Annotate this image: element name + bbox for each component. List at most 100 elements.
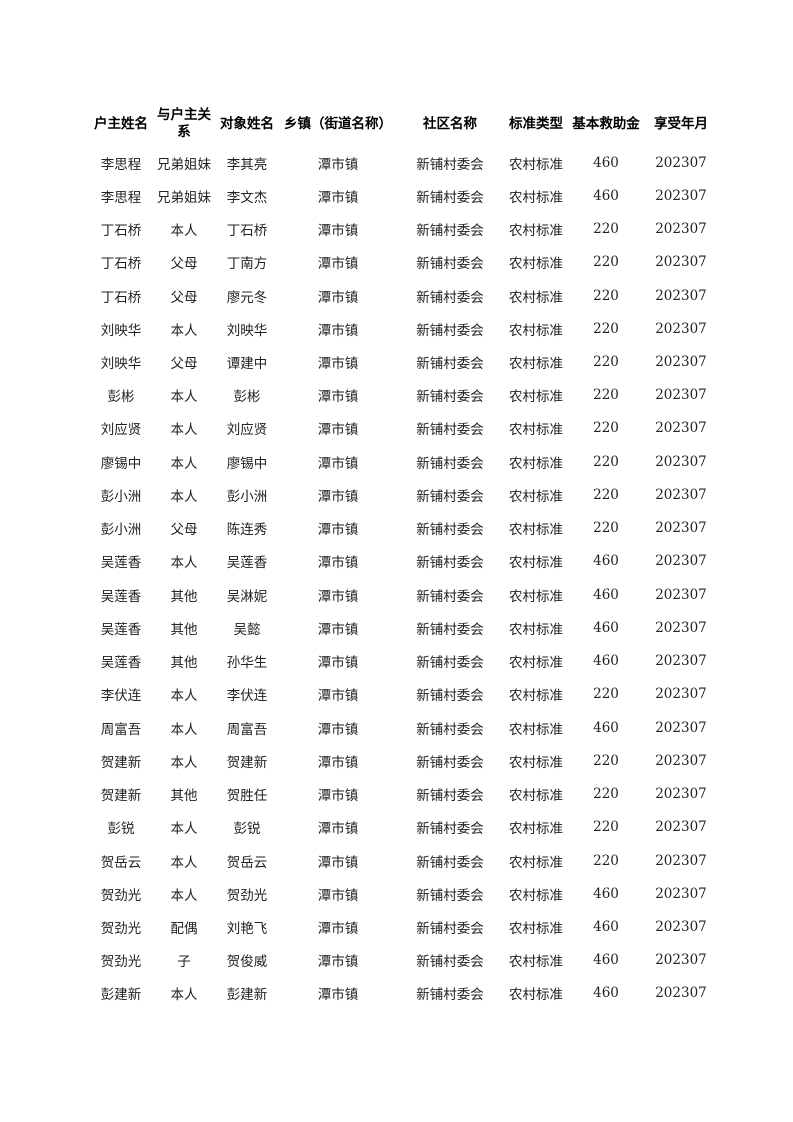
cell-relation: 其他 [170, 655, 198, 672]
cell-benefit-month: 202307 [655, 819, 707, 836]
cell-community: 新铺村委会 [416, 422, 484, 439]
cell-standard-type: 农村标准 [509, 887, 563, 904]
cell-household-head: 周富吾 [100, 721, 142, 738]
cell-recipient-name: 彭小洲 [226, 488, 268, 505]
cell-community: 新铺村委会 [416, 488, 484, 505]
cell-recipient-name: 李文杰 [226, 189, 268, 206]
cell-relation: 子 [177, 954, 191, 971]
cell-basic-allowance: 460 [593, 586, 619, 603]
cell-standard-type: 农村标准 [509, 921, 563, 937]
cell-standard-type: 农村标准 [509, 289, 563, 306]
cell-basic-allowance: 460 [593, 985, 619, 1002]
cell-standard-type: 农村标准 [509, 256, 563, 273]
cell-household-head: 彭彬 [107, 389, 135, 406]
cell-basic-allowance: 220 [593, 819, 619, 836]
cell-standard-type: 农村标准 [509, 488, 563, 505]
table-row: 贺建新 其他 贺胜任 潭市镇 新铺村委会 农村标准 220 202307 [88, 777, 718, 810]
cell-recipient-name: 李伏连 [226, 688, 268, 705]
cell-community: 新铺村委会 [416, 289, 484, 306]
cell-relation: 父母 [170, 256, 198, 273]
cell-benefit-month: 202307 [655, 985, 707, 1002]
cell-household-head: 刘映华 [100, 356, 142, 373]
cell-standard-type: 农村标准 [509, 854, 563, 871]
table-row: 吴莲香 本人 吴莲香 潭市镇 新铺村委会 农村标准 460 202307 [88, 545, 718, 578]
table-row: 贺劲光 子 贺俊威 潭市镇 新铺村委会 农村标准 460 202307 [88, 944, 718, 977]
cell-recipient-name: 刘应贤 [226, 422, 268, 439]
cell-benefit-month: 202307 [655, 221, 707, 238]
cell-basic-allowance: 220 [593, 320, 619, 337]
cell-community: 新铺村委会 [416, 754, 484, 771]
cell-recipient-name: 吴莲香 [226, 555, 268, 572]
table-row: 彭小洲 父母 陈连秀 潭市镇 新铺村委会 农村标准 220 202307 [88, 512, 718, 545]
cell-township: 潭市镇 [317, 555, 359, 572]
table-header: 户主姓名 与户主关系 对象姓名 乡镇（街道名称） 社区名称 标准类型 基本救助金 享受年月 [88, 102, 718, 146]
cell-standard-type: 农村标准 [509, 555, 563, 572]
cell-benefit-month: 202307 [655, 653, 707, 670]
cell-relation: 本人 [170, 422, 198, 439]
cell-standard-type: 农村标准 [509, 422, 563, 439]
cell-standard-type: 农村标准 [509, 788, 563, 805]
cell-benefit-month: 202307 [655, 453, 707, 470]
header-township: 乡镇（街道名称） [284, 115, 392, 132]
cell-basic-allowance: 220 [593, 520, 619, 537]
cell-household-head: 李思程 [100, 189, 142, 206]
cell-basic-allowance: 220 [593, 752, 619, 769]
cell-benefit-month: 202307 [655, 520, 707, 537]
cell-recipient-name: 贺岳云 [226, 854, 268, 871]
cell-relation: 本人 [170, 721, 198, 738]
cell-community: 新铺村委会 [416, 821, 484, 838]
cell-standard-type: 农村标准 [509, 156, 563, 173]
header-standard-type: 标准类型 [509, 115, 563, 132]
cell-benefit-month: 202307 [655, 919, 707, 935]
header-benefit-month: 享受年月 [654, 115, 708, 132]
cell-household-head: 贺劲光 [100, 921, 142, 937]
table-row: 彭锐 本人 彭锐 潭市镇 新铺村委会 农村标准 220 202307 [88, 811, 718, 844]
table-row: 吴莲香 其他 孙华生 潭市镇 新铺村委会 农村标准 460 202307 [88, 645, 718, 678]
table-row: 吴莲香 其他 吴淋妮 潭市镇 新铺村委会 农村标准 460 202307 [88, 578, 718, 611]
cell-benefit-month: 202307 [655, 320, 707, 337]
cell-basic-allowance: 220 [593, 354, 619, 371]
cell-community: 新铺村委会 [416, 721, 484, 738]
cell-recipient-name: 彭锐 [233, 821, 261, 838]
cell-benefit-month: 202307 [655, 852, 707, 869]
table-row: 彭彬 本人 彭彬 潭市镇 新铺村委会 农村标准 220 202307 [88, 379, 718, 412]
cell-relation: 本人 [170, 488, 198, 505]
cell-benefit-month: 202307 [655, 420, 707, 437]
cell-basic-allowance: 460 [593, 719, 619, 736]
cell-benefit-month: 202307 [655, 287, 707, 304]
cell-household-head: 贺建新 [100, 754, 142, 771]
cell-relation: 本人 [170, 389, 198, 406]
cell-relation: 父母 [170, 356, 198, 373]
cell-benefit-month: 202307 [655, 952, 707, 969]
cell-community: 新铺村委会 [416, 987, 484, 1004]
header-recipient-name: 对象姓名 [220, 115, 274, 132]
cell-township: 潭市镇 [317, 621, 359, 638]
cell-relation: 本人 [170, 854, 198, 871]
cell-household-head: 彭小洲 [100, 488, 142, 505]
cell-community: 新铺村委会 [416, 189, 484, 206]
cell-recipient-name: 彭建新 [226, 987, 268, 1004]
cell-relation: 父母 [170, 522, 198, 539]
cell-recipient-name: 丁南方 [226, 256, 268, 273]
cell-recipient-name: 彭彬 [233, 389, 261, 406]
cell-township: 潭市镇 [317, 588, 359, 605]
cell-relation: 本人 [170, 223, 198, 240]
cell-benefit-month: 202307 [655, 387, 707, 404]
cell-township: 潭市镇 [317, 655, 359, 672]
cell-community: 新铺村委会 [416, 788, 484, 805]
cell-community: 新铺村委会 [416, 688, 484, 705]
cell-household-head: 贺岳云 [100, 854, 142, 871]
cell-basic-allowance: 460 [593, 653, 619, 670]
cell-basic-allowance: 460 [593, 885, 619, 902]
cell-recipient-name: 贺胜任 [226, 788, 268, 805]
cell-community: 新铺村委会 [416, 256, 484, 273]
cell-household-head: 贺建新 [100, 788, 142, 805]
cell-benefit-month: 202307 [655, 254, 707, 271]
cell-basic-allowance: 220 [593, 686, 619, 703]
table-row: 李思程 兄弟姐妹 李其亮 潭市镇 新铺村委会 农村标准 460 202307 [88, 146, 718, 179]
table-row: 周富吾 本人 周富吾 潭市镇 新铺村委会 农村标准 460 202307 [88, 711, 718, 744]
cell-relation: 本人 [170, 688, 198, 705]
cell-township: 潭市镇 [317, 322, 359, 339]
cell-recipient-name: 刘映华 [226, 322, 268, 339]
cell-community: 新铺村委会 [416, 555, 484, 572]
